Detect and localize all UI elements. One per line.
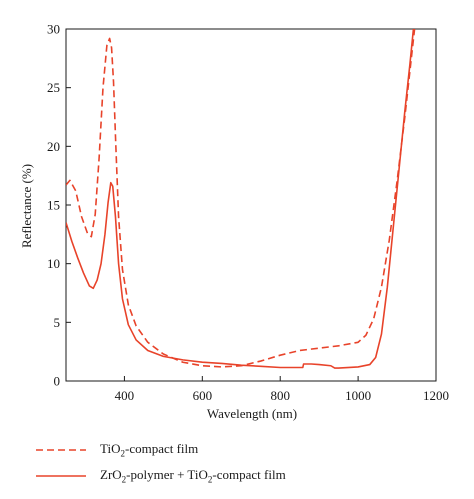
series-line-tio2-compact (66, 29, 416, 368)
x-tick-label: 1200 (423, 388, 449, 403)
legend-label-tio2: TiO2-compact film (100, 441, 199, 459)
y-axis: 0 5 10 15 20 25 30 (47, 22, 71, 389)
x-tick-label: 800 (270, 388, 290, 403)
series-line-zro2-polymer-tio2 (66, 29, 415, 369)
y-axis-title: Reflectance (%) (19, 164, 34, 248)
series-layer (66, 29, 416, 369)
x-axis: 400 600 800 1000 1200 (115, 376, 449, 403)
legend-label-zro2: ZrO2-polymer + TiO2-compact film (100, 467, 286, 485)
y-tick-label: 15 (47, 198, 60, 213)
y-tick-label: 25 (47, 80, 60, 95)
legend-swatch-solid (36, 475, 86, 477)
legend-item-tio2: TiO2-compact film (36, 437, 456, 463)
x-axis-title: Wavelength (nm) (207, 406, 297, 421)
x-tick-label: 1000 (345, 388, 371, 403)
y-tick-label: 30 (47, 22, 60, 37)
plot-area (65, 28, 437, 382)
legend-swatch-dashed (36, 449, 86, 451)
x-tick-label: 600 (193, 388, 213, 403)
x-tick-label: 400 (115, 388, 135, 403)
legend-item-zro2: ZrO2-polymer + TiO2-compact film (36, 463, 456, 489)
y-tick-label: 20 (47, 139, 60, 154)
y-tick-label: 10 (47, 256, 60, 271)
legend: TiO2-compact film ZrO2-polymer + TiO2-co… (36, 437, 456, 489)
plot-frame (65, 28, 437, 382)
y-tick-label: 5 (54, 315, 61, 330)
y-tick-label: 0 (54, 374, 61, 389)
